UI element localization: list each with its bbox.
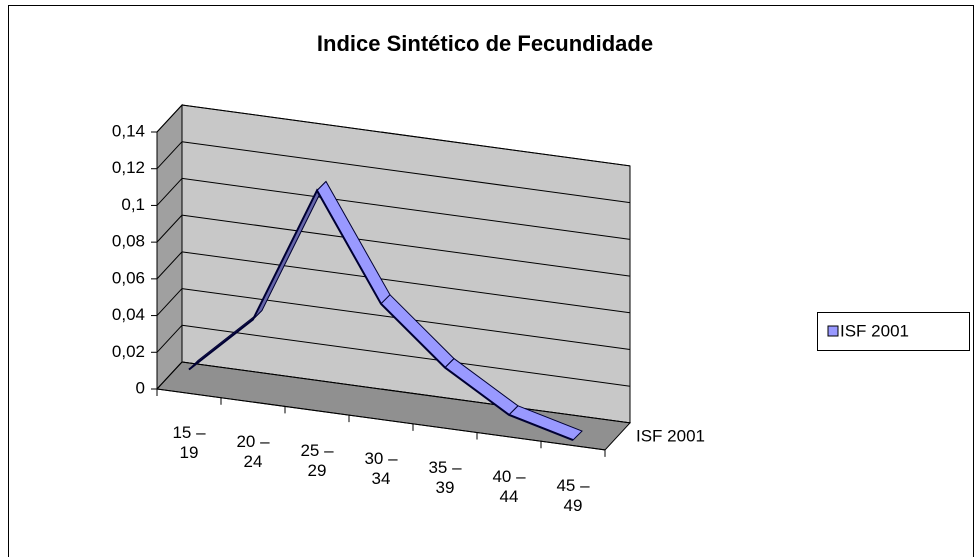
y-tick-label: 0,14 — [112, 121, 145, 140]
grid-line — [156, 251, 183, 280]
grid-line — [181, 141, 631, 204]
x-tick-label: 25 – 29 — [300, 440, 334, 480]
y-tick-label: 0,06 — [112, 268, 145, 287]
grid-line — [181, 324, 631, 387]
x-tick-label: 30 – 34 — [364, 449, 398, 489]
y-tick-label: 0,1 — [121, 195, 145, 214]
grid-line — [156, 178, 183, 206]
grid-line — [181, 361, 631, 424]
grid-line — [156, 324, 183, 353]
y-tick-label: 0,08 — [112, 232, 145, 251]
grid-line — [181, 251, 631, 314]
grid-line — [156, 141, 183, 170]
grid-line — [156, 104, 183, 133]
x-axis — [156, 388, 606, 451]
grid-line — [181, 104, 631, 167]
y-tick-label: 0,12 — [112, 158, 145, 177]
grid-line — [181, 214, 631, 277]
x-tick-label: 35 – 39 — [428, 458, 462, 498]
grid-line — [156, 288, 183, 316]
depth-axis-label: ISF 2001 — [636, 426, 705, 445]
grid-line — [181, 177, 631, 240]
y-tick-label: 0,04 — [112, 305, 145, 324]
grid-line — [156, 361, 183, 390]
chart-title: Indice Sintético de Fecundidade — [317, 31, 653, 56]
x-tick-label: 15 – 19 — [172, 423, 206, 463]
y-tick-label: 0 — [136, 378, 145, 397]
x-tick-label: 45 – 49 — [556, 475, 590, 515]
legend-swatch — [827, 325, 839, 337]
legend-label: ISF 2001 — [840, 321, 909, 340]
x-tick-label: 20 – 24 — [236, 432, 270, 472]
grid-line — [156, 214, 183, 243]
line — [188, 188, 574, 441]
side-wall — [156, 103, 183, 391]
y-tick-label: 0,02 — [112, 342, 145, 361]
legend — [817, 312, 970, 351]
x-tick-label: 40 – 44 — [492, 466, 526, 506]
